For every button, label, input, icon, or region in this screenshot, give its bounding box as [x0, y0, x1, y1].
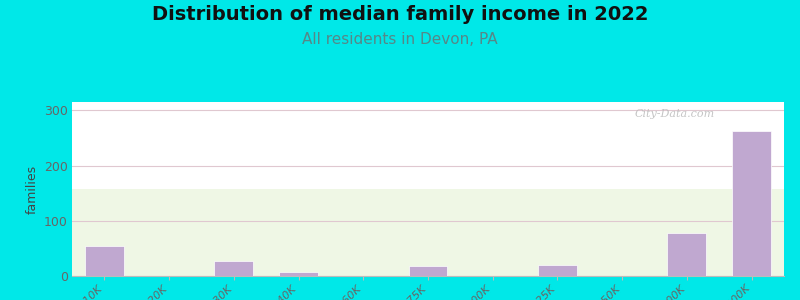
- Bar: [732, 131, 771, 276]
- Bar: [279, 272, 318, 276]
- Text: All residents in Devon, PA: All residents in Devon, PA: [302, 32, 498, 46]
- Bar: [667, 233, 706, 276]
- Bar: [214, 260, 254, 276]
- Text: Distribution of median family income in 2022: Distribution of median family income in …: [152, 4, 648, 23]
- Text: City-Data.com: City-Data.com: [634, 109, 714, 119]
- Y-axis label: families: families: [26, 164, 38, 214]
- Bar: [409, 266, 447, 276]
- Bar: [538, 265, 577, 276]
- Bar: [85, 246, 124, 276]
